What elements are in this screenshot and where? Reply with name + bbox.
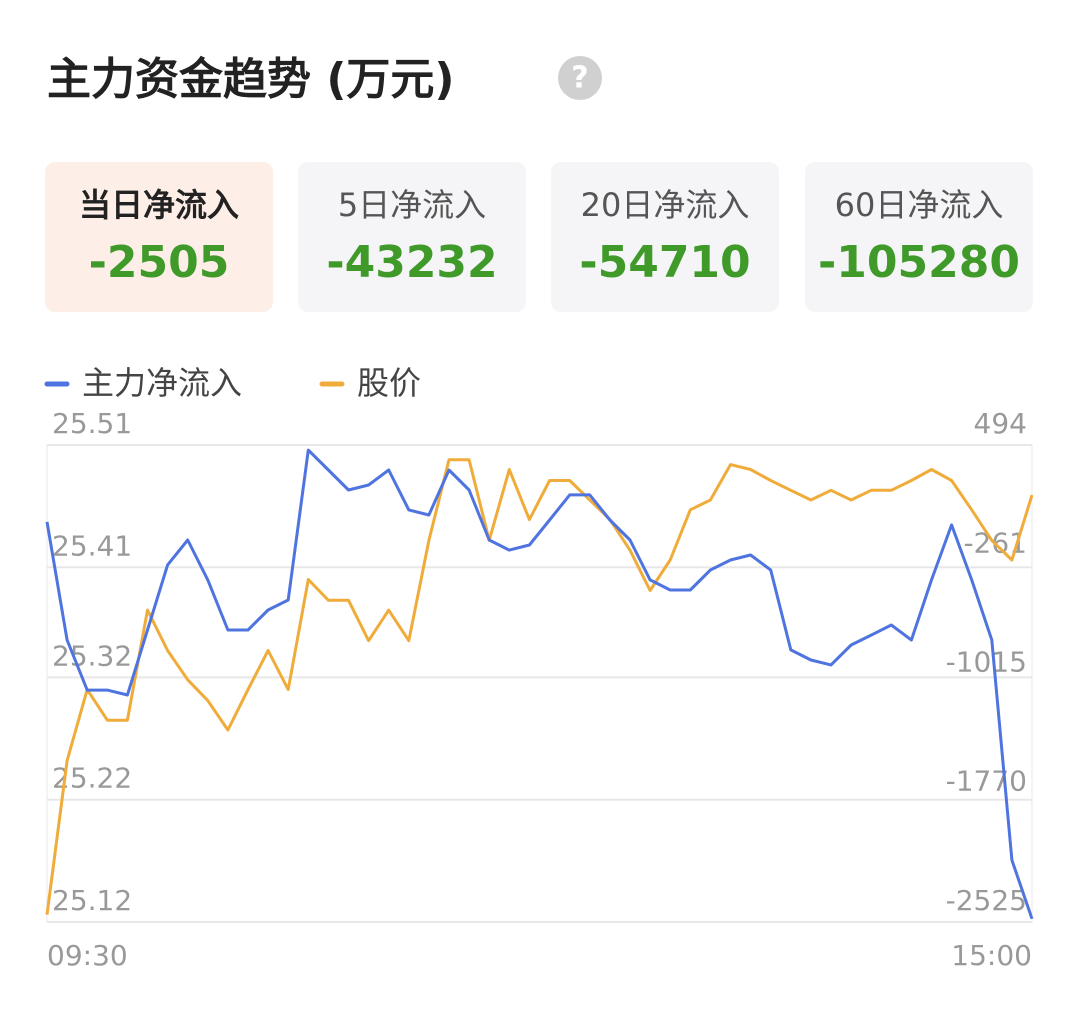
y-tick-label: 25.51 bbox=[52, 407, 132, 440]
tab-label: 5日净流入 bbox=[338, 186, 486, 224]
legend: 主力净流入 股价 bbox=[44, 364, 421, 402]
help-icon-bg[interactable] bbox=[558, 56, 602, 100]
tab-label: 20日净流入 bbox=[581, 186, 750, 224]
tab-value: -105280 bbox=[818, 237, 1020, 288]
y2-tick-label: 494 bbox=[974, 407, 1027, 440]
legend-label: 股价 bbox=[357, 364, 421, 402]
title: 主力资金趋势 (万元) bbox=[47, 54, 455, 105]
y2-tick-label: -1770 bbox=[946, 765, 1027, 798]
x-tick-label: 15:00 bbox=[951, 939, 1032, 972]
tab[interactable] bbox=[805, 162, 1033, 312]
tab-label: 当日净流入 bbox=[79, 186, 239, 224]
tab[interactable] bbox=[298, 162, 526, 312]
y2-tick-label: -1015 bbox=[946, 645, 1027, 678]
tabs: 当日净流入 -2505 5日净流入 -43232 20日净流入 -54710 60日净流入 -… bbox=[45, 162, 1033, 312]
tab-value: -2505 bbox=[89, 237, 230, 288]
help-icon[interactable]: ? bbox=[571, 61, 588, 96]
tab-value: -54710 bbox=[579, 237, 750, 288]
tab-label: 60日净流入 bbox=[835, 186, 1004, 224]
series-line bbox=[45, 458, 1034, 915]
tab[interactable] bbox=[551, 162, 779, 312]
y-tick-label: 25.32 bbox=[52, 639, 132, 672]
y-tick-label: 25.12 bbox=[52, 884, 132, 917]
plot-frame bbox=[46, 444, 1033, 923]
tab[interactable] bbox=[45, 162, 273, 312]
x-tick-label: 09:30 bbox=[47, 939, 128, 972]
y-tick-label: 25.41 bbox=[52, 529, 132, 562]
tab-value: -43232 bbox=[326, 237, 497, 288]
y2-tick-label: -2525 bbox=[946, 884, 1027, 917]
plot: 25.5125.4125.3225.2225.12494-261-1015-17… bbox=[45, 407, 1034, 972]
legend-label: 主力净流入 bbox=[82, 364, 242, 402]
series-line bbox=[45, 448, 1034, 920]
